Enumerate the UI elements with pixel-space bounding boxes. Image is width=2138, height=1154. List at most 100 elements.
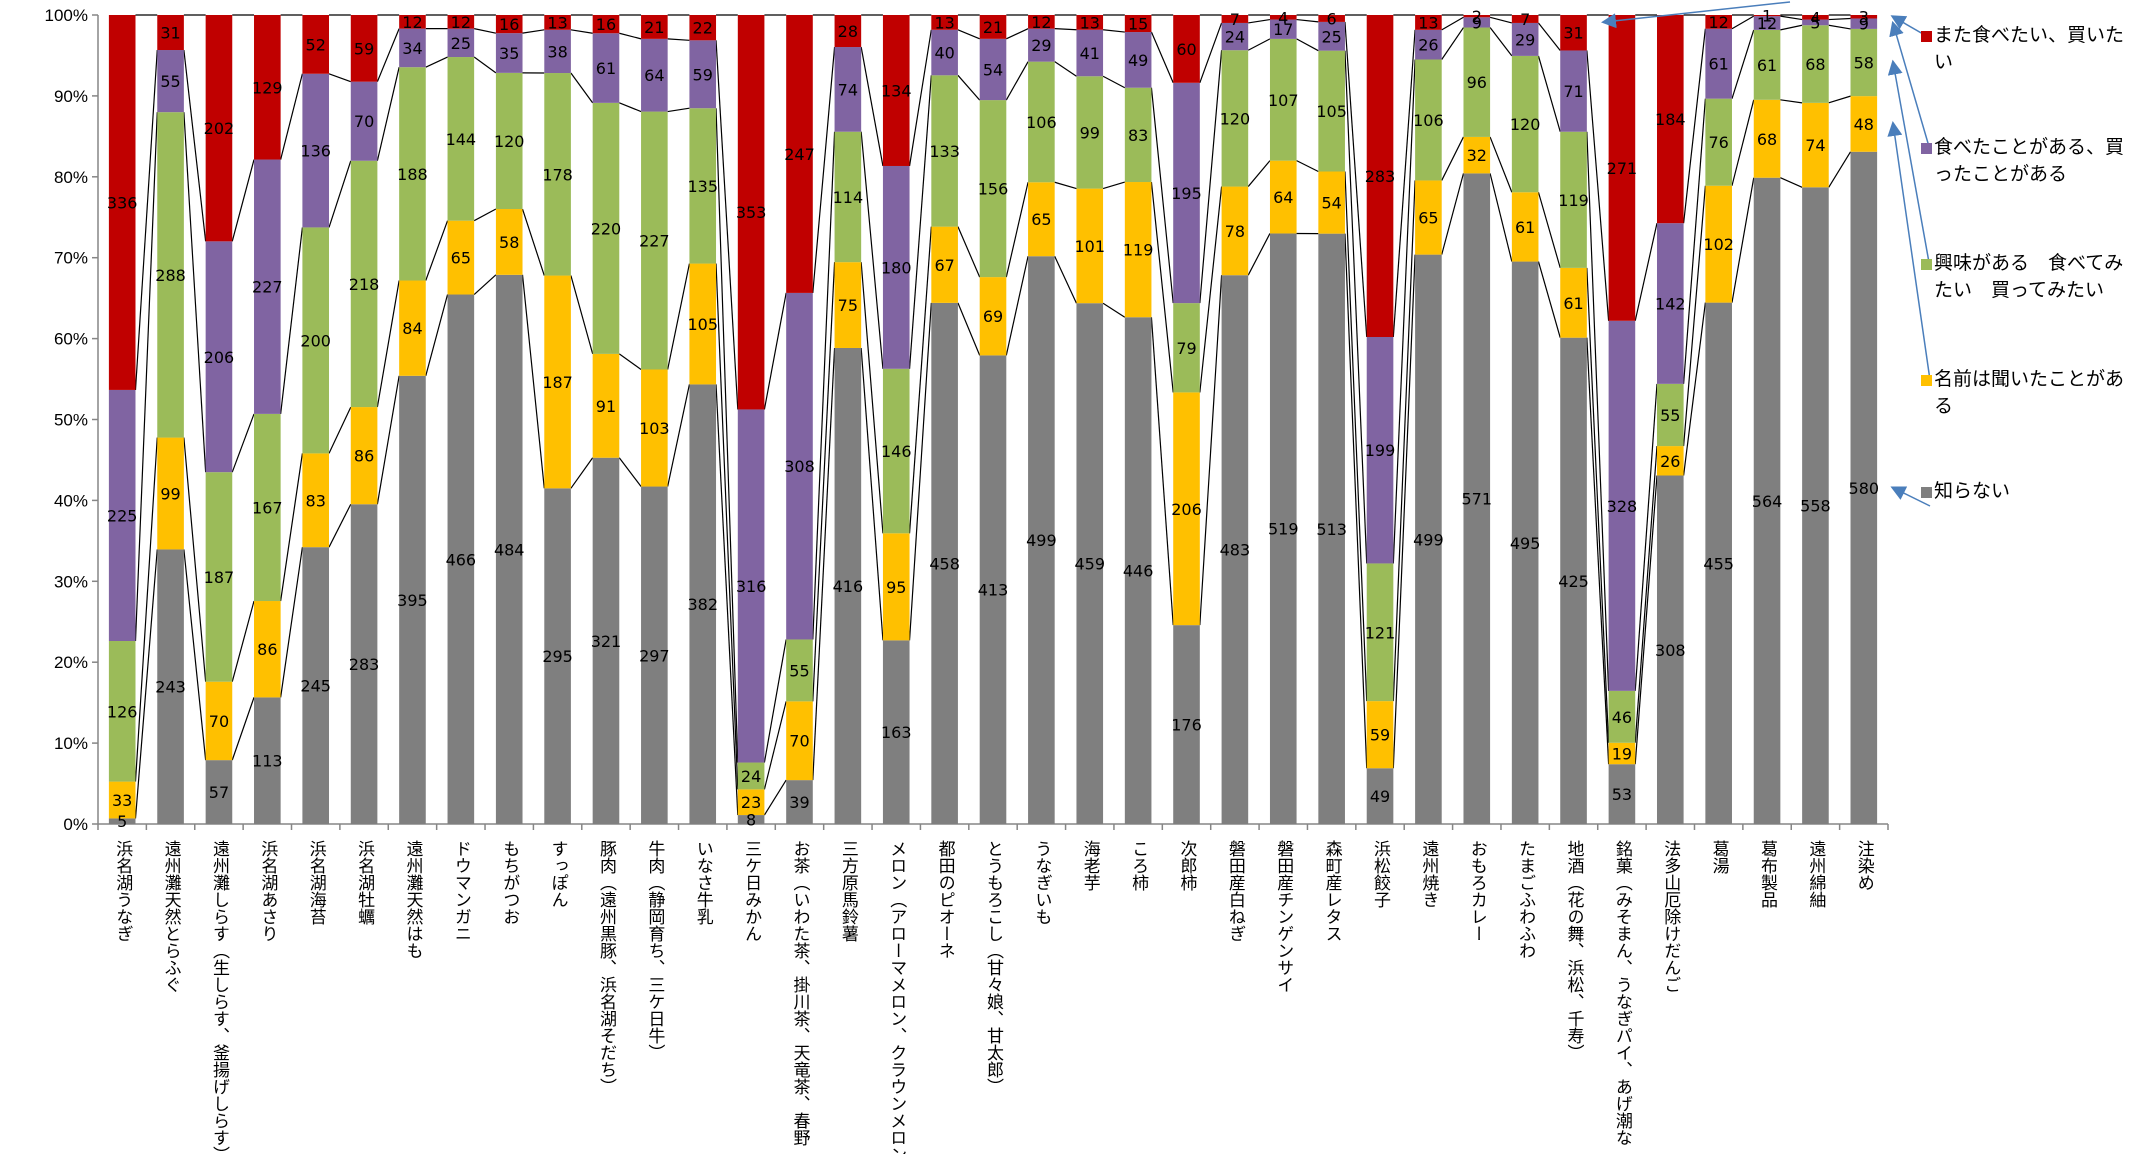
series-connector-line bbox=[908, 29, 932, 167]
bar-segment bbox=[786, 780, 813, 824]
legend-item-kyoumi: 興味がある 食べてみたい 買ってみたい bbox=[1921, 250, 2134, 304]
series-lines bbox=[134, 14, 1852, 819]
bar-segment bbox=[157, 112, 184, 438]
bar-segment bbox=[834, 131, 862, 263]
data-label: 26 bbox=[1418, 36, 1438, 55]
bar-segment bbox=[1076, 15, 1104, 30]
data-label: 184 bbox=[1655, 110, 1686, 129]
series-connector-line bbox=[1537, 22, 1561, 51]
data-label: 513 bbox=[1316, 520, 1347, 539]
bar-segment bbox=[544, 29, 571, 74]
bar-stack bbox=[1366, 15, 1394, 824]
series-connector-line bbox=[957, 302, 981, 356]
bar-stack bbox=[399, 15, 426, 824]
legend-arrow bbox=[1890, 486, 1931, 507]
bar-segment bbox=[1511, 55, 1539, 193]
bar-segment bbox=[1753, 99, 1781, 178]
bar-segment bbox=[1076, 303, 1104, 824]
bar-stack bbox=[302, 15, 330, 824]
category-label: おもろカレー bbox=[1467, 840, 1487, 942]
bar-segment bbox=[350, 160, 378, 408]
series-connector-line bbox=[1005, 61, 1029, 101]
data-label: 187 bbox=[542, 373, 573, 392]
data-label: 195 bbox=[1171, 184, 1202, 203]
series-connector-line bbox=[667, 38, 690, 41]
bar-segment bbox=[1366, 563, 1394, 702]
bar-segment bbox=[1753, 16, 1781, 30]
bar-segment bbox=[399, 67, 426, 281]
data-label: 167 bbox=[252, 498, 283, 517]
data-label: 180 bbox=[881, 258, 912, 277]
series-connector-line bbox=[521, 274, 545, 489]
data-label: 70 bbox=[209, 712, 229, 731]
bar-segment bbox=[1705, 302, 1732, 824]
series-connector-line bbox=[1296, 160, 1319, 173]
series-connector-line bbox=[1683, 98, 1706, 384]
series-connector-line bbox=[812, 347, 836, 781]
bar-segment bbox=[254, 159, 281, 414]
bar-segment bbox=[1705, 98, 1732, 186]
data-label: 382 bbox=[687, 595, 718, 614]
legend-item-tabeta: 食べたことがある、買ったことがある bbox=[1921, 134, 2134, 188]
series-connector-line bbox=[1586, 337, 1610, 765]
data-label: 9 bbox=[1472, 13, 1482, 32]
bar-segment bbox=[1802, 187, 1829, 824]
data-label: 86 bbox=[257, 640, 277, 659]
legend-swatch-tabeta bbox=[1921, 143, 1932, 154]
data-label: 297 bbox=[639, 646, 670, 665]
series-connector-line bbox=[1780, 99, 1803, 104]
series-connector-line bbox=[1586, 131, 1610, 691]
bar-segment bbox=[1463, 136, 1491, 174]
bar-segment bbox=[592, 353, 620, 458]
series-connector-line bbox=[1199, 186, 1223, 393]
y-tick-label: 20% bbox=[54, 653, 88, 672]
data-label: 33 bbox=[112, 791, 132, 810]
bar-segment bbox=[1415, 15, 1442, 30]
bar-stack bbox=[495, 15, 523, 824]
series-connector-line bbox=[376, 28, 400, 82]
category-label: 海老芋 bbox=[1080, 840, 1101, 891]
series-connector-line bbox=[1054, 28, 1077, 31]
bar-segment bbox=[544, 488, 571, 824]
data-label: 7 bbox=[1230, 10, 1240, 29]
series-connector-line bbox=[1199, 50, 1223, 304]
category-label: 浜名湖うなぎ bbox=[112, 840, 132, 942]
series-connector-line bbox=[183, 49, 207, 242]
series-connector-line bbox=[231, 159, 255, 242]
y-tick-label: 90% bbox=[54, 87, 88, 106]
series-connector-line bbox=[667, 107, 690, 113]
bar-segment bbox=[302, 547, 330, 824]
data-label: 58 bbox=[499, 233, 519, 252]
bar-segment bbox=[544, 73, 571, 276]
data-label: 61 bbox=[1708, 55, 1728, 74]
y-tick-label: 30% bbox=[54, 572, 88, 591]
data-label: 55 bbox=[789, 661, 809, 680]
bar-segment bbox=[157, 549, 184, 824]
data-label: 32 bbox=[1467, 146, 1487, 165]
data-label: 106 bbox=[1026, 113, 1057, 132]
category-label: 遠州綿紬 bbox=[1805, 840, 1826, 908]
series-connector-line bbox=[1150, 87, 1174, 304]
bar-segment bbox=[1560, 15, 1587, 51]
data-label: 308 bbox=[1655, 641, 1686, 660]
bar-segment bbox=[1753, 15, 1781, 17]
series-connector-line bbox=[1247, 233, 1271, 276]
bar-stack bbox=[1028, 15, 1055, 824]
bar-segment bbox=[447, 28, 475, 58]
bar-segment bbox=[1318, 171, 1345, 234]
data-label: 245 bbox=[300, 677, 331, 696]
series-connector-line bbox=[1634, 383, 1658, 691]
bar-segment bbox=[641, 111, 668, 370]
data-label: 52 bbox=[306, 35, 326, 54]
data-label: 101 bbox=[1074, 237, 1105, 256]
bar-segment bbox=[979, 277, 1007, 356]
bar-segment bbox=[302, 73, 330, 228]
bar-segment bbox=[882, 640, 910, 824]
bar-segment bbox=[108, 640, 136, 782]
data-label: 99 bbox=[1080, 123, 1100, 142]
series-connector-line bbox=[860, 46, 884, 167]
data-label: 65 bbox=[451, 249, 471, 268]
series-connector-line bbox=[1344, 21, 1368, 338]
series-connector-line bbox=[376, 375, 400, 505]
